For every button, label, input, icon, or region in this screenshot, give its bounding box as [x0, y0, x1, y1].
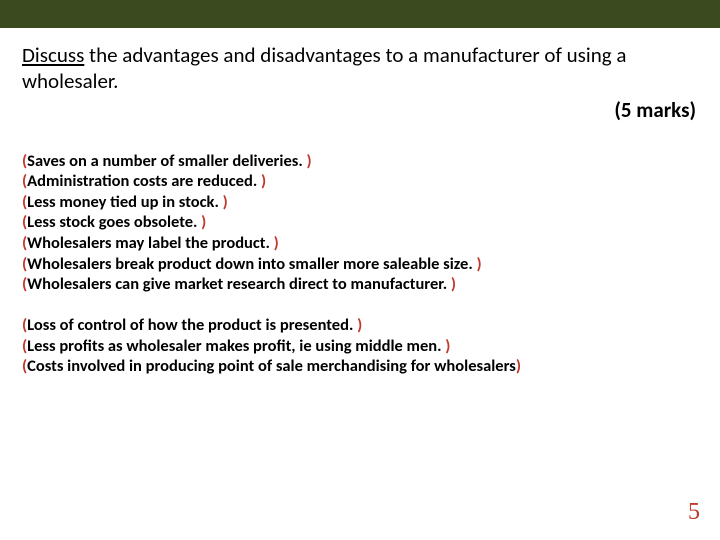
- answer-text: Less money tied up in stock.: [27, 192, 222, 212]
- close-paren-icon: ): [451, 274, 456, 294]
- close-paren-icon: ): [223, 192, 228, 212]
- answer-text: Wholesalers may label the product.: [27, 233, 274, 253]
- list-item: (Wholesalers can give market research di…: [22, 274, 698, 295]
- list-item: (Less profits as wholesaler makes profit…: [22, 336, 698, 357]
- question-rest: the advantages and disadvantages to a ma…: [22, 42, 626, 94]
- close-paren-icon: ): [357, 315, 362, 335]
- list-item: (Costs involved in producing point of sa…: [22, 356, 698, 377]
- answer-text: Costs involved in producing point of sal…: [27, 356, 516, 376]
- question-text: Discuss the advantages and disadvantages…: [22, 42, 698, 95]
- close-paren-icon: ): [274, 233, 279, 253]
- close-paren-icon: ): [445, 336, 450, 356]
- answer-text: Saves on a number of smaller deliveries.: [27, 151, 306, 171]
- disadvantages-block: (Loss of control of how the product is p…: [22, 315, 698, 377]
- list-item: (Administration costs are reduced. ): [22, 171, 698, 192]
- answer-text: Less profits as wholesaler makes profit,…: [27, 336, 445, 356]
- close-paren-icon: ): [516, 356, 521, 376]
- list-item: (Loss of control of how the product is p…: [22, 315, 698, 336]
- answer-text: Loss of control of how the product is pr…: [27, 315, 357, 335]
- answer-text: Less stock goes obsolete.: [27, 212, 201, 232]
- slide-content: Discuss the advantages and disadvantages…: [0, 28, 720, 377]
- answer-text: Wholesalers break product down into smal…: [27, 254, 476, 274]
- close-paren-icon: ): [307, 151, 312, 171]
- answer-text: Administration costs are reduced.: [27, 171, 261, 191]
- list-item: (Less money tied up in stock. ): [22, 192, 698, 213]
- list-item: (Wholesalers may label the product. ): [22, 233, 698, 254]
- close-paren-icon: ): [261, 171, 266, 191]
- question-underlined-word: Discuss: [22, 42, 84, 68]
- page-number: 5: [688, 499, 700, 526]
- answer-text: Wholesalers can give market research dir…: [27, 274, 451, 294]
- close-paren-icon: ): [201, 212, 206, 232]
- list-item: (Wholesalers break product down into sma…: [22, 254, 698, 275]
- list-item: (Saves on a number of smaller deliveries…: [22, 151, 698, 172]
- marks-label: (5 marks): [22, 97, 698, 123]
- advantages-block: (Saves on a number of smaller deliveries…: [22, 151, 698, 295]
- header-bar: [0, 0, 720, 28]
- close-paren-icon: ): [476, 254, 481, 274]
- list-item: (Less stock goes obsolete. ): [22, 212, 698, 233]
